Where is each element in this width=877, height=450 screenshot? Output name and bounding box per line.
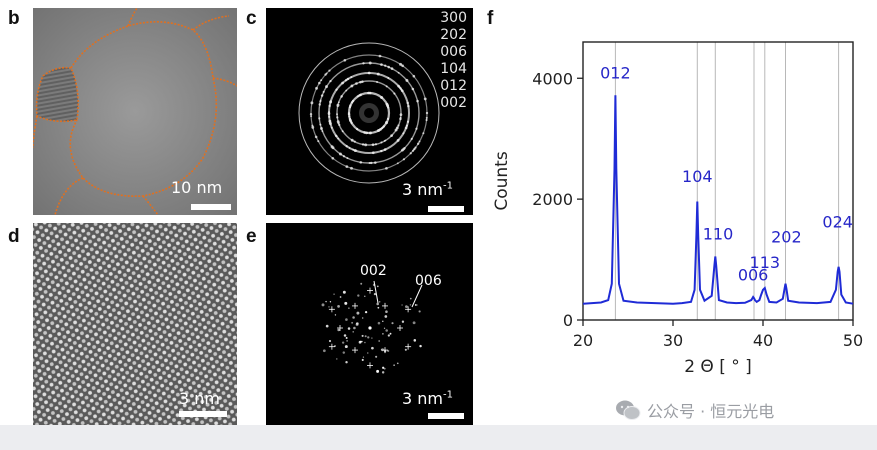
peak-label-006: 006 — [738, 266, 769, 285]
ring-index-006: 006 — [440, 44, 467, 60]
scale-bar-d — [179, 411, 227, 417]
panel-label-f: f — [487, 8, 494, 29]
scale-bar-label-e: 3 nm-1 — [402, 389, 453, 408]
scale-bar-label-b: 10 nm — [171, 178, 223, 197]
tem-image-panel-b: 10 nm — [33, 8, 237, 215]
peak-label-104: 104 — [682, 167, 713, 186]
ring-index-012: 012 — [440, 78, 467, 94]
x-tick-label: 30 — [663, 331, 683, 350]
scale-bar-b — [191, 204, 231, 210]
y-tick-label: 4000 — [532, 69, 573, 88]
x-tick-label: 50 — [843, 331, 863, 350]
peak-label-113: 113 — [750, 253, 781, 272]
y-axis-label: Counts — [492, 151, 512, 210]
peak-label-202: 202 — [771, 228, 802, 247]
ring-index-300: 300 — [440, 10, 467, 26]
tem-image-panel-d: 3 nm — [33, 223, 237, 425]
panel-label-b: b — [8, 8, 20, 29]
scale-bar-label-d: 3 nm — [179, 389, 220, 408]
fft-panel-e: 002 006 3 nm-1 — [266, 223, 473, 425]
tem-image-b — [33, 8, 237, 215]
figure-card: b c d e f — [0, 0, 877, 425]
panel-label-e: e — [246, 226, 257, 247]
grain-boundaries — [33, 8, 237, 215]
scale-bar-c — [428, 206, 464, 212]
x-tick-label: 20 — [573, 331, 593, 350]
plot-frame — [582, 41, 854, 321]
ring-index-list: 300 202 006 104 012 002 — [440, 10, 467, 112]
watermark: 公众号 · 恒元光电 — [615, 398, 774, 422]
watermark-text: 公众号 · 恒元光电 — [647, 402, 775, 421]
x-tick-label: 40 — [753, 331, 773, 350]
y-tick-label: 2000 — [532, 190, 573, 209]
peak-label-012: 012 — [600, 63, 631, 82]
y-tick-label: 0 — [563, 311, 573, 330]
fft-pattern-e — [321, 280, 423, 374]
panel-label-d: d — [8, 226, 20, 247]
x-axis-label: 2 Θ [ ° ] — [684, 357, 752, 377]
panel-label-c: c — [246, 8, 257, 29]
ring-index-002: 002 — [440, 95, 467, 111]
peak-label-024: 024 — [822, 213, 853, 232]
diffraction-panel-c: 300 202 006 104 012 002 3 nm-1 — [266, 8, 473, 215]
diffraction-pattern-c — [298, 42, 440, 184]
peak-label-110: 110 — [703, 225, 734, 244]
scale-bar-e — [428, 413, 464, 419]
xrd-trace — [582, 95, 854, 305]
fft-label-006: 006 — [415, 273, 442, 289]
atomic-lattice-d — [33, 223, 237, 425]
scale-bar-label-c: 3 nm-1 — [402, 180, 453, 199]
ring-index-202: 202 — [440, 27, 467, 43]
fft-label-002: 002 — [360, 263, 387, 279]
ring-index-104: 104 — [440, 61, 467, 77]
wechat-icon — [616, 400, 641, 420]
